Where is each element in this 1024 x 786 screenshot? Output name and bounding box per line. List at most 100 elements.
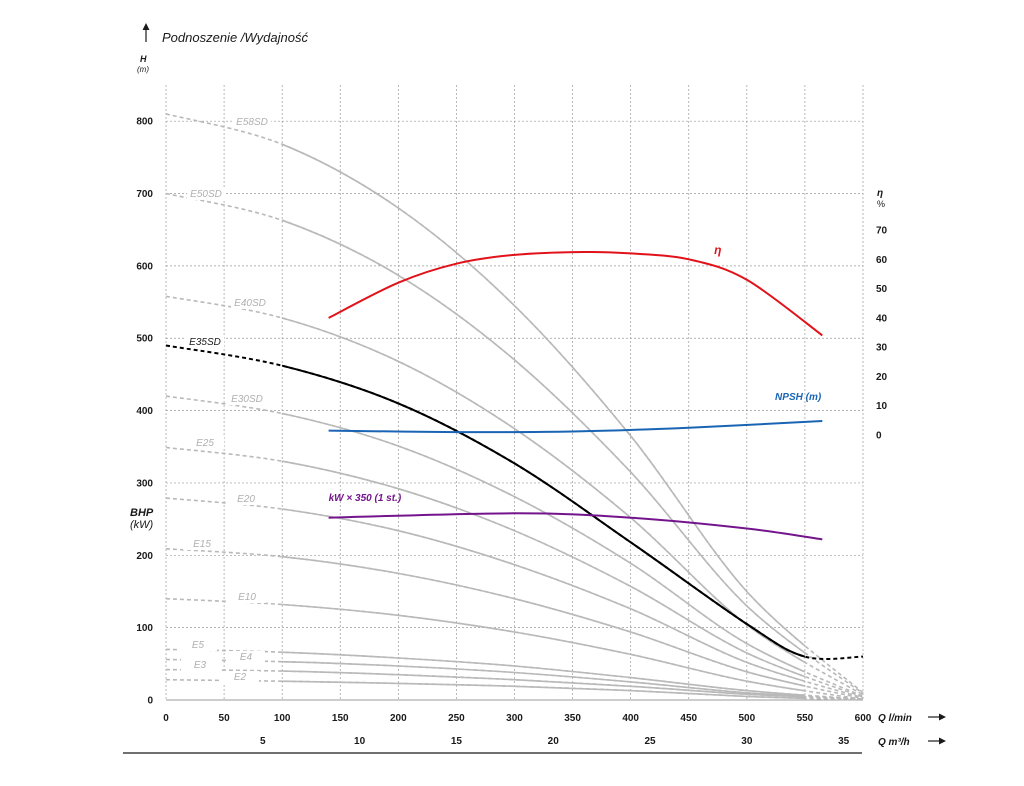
bhp-axis-label: BHP: [130, 507, 154, 519]
y2-tick-label: 70: [876, 226, 888, 237]
y-tick-label: 100: [136, 623, 153, 634]
pump-label-bg: [183, 538, 221, 550]
pump-curve-e3: [282, 670, 805, 698]
x-tick-label: 250: [448, 713, 465, 724]
pump-curve-e10: [282, 603, 805, 692]
pump-label-e25: E25: [196, 438, 214, 449]
x2-tick-label: 10: [354, 736, 366, 747]
pump-curve-e4: [282, 660, 805, 698]
pump-curve-e40sd-dashed: [165, 295, 864, 696]
pump-label-bg: [221, 671, 259, 683]
pump-label-bg: [228, 591, 266, 603]
y-tick-label: 400: [136, 406, 153, 417]
y-tick-label: 600: [136, 261, 153, 272]
y-axis-ticks: 0 100 200 300 400 500 600 700 800: [136, 117, 153, 707]
pump-label-e58sd: E58SD: [236, 117, 268, 128]
x-tick-label: 500: [738, 713, 755, 724]
pump-curve-e25: [282, 460, 805, 678]
pump-label-e15: E15: [193, 539, 211, 550]
x-tick-label: 450: [680, 713, 697, 724]
x2-tick-label: 25: [644, 736, 656, 747]
x-tick-label: 600: [855, 713, 872, 724]
pump-curve-e15: [282, 555, 805, 687]
pump-curve-e35sd: [282, 364, 805, 658]
x-axis-ticks: 0 50 100 150 200 250 300 350 400 450 500 550 600: [163, 713, 872, 724]
x-tick-label: 550: [797, 713, 814, 724]
pump-label-bg: [227, 651, 265, 663]
pump-label-e20: E20: [237, 494, 255, 505]
pump-label-bg: [231, 297, 269, 309]
pump-label-bg: [227, 493, 265, 505]
q-lmin-axis-label: Q l/min: [878, 713, 912, 724]
x-tick-label: 0: [163, 713, 169, 724]
pump-curve-e50sd: [282, 219, 805, 654]
power-curve: [328, 512, 823, 541]
eta-axis-label: η: [877, 188, 883, 199]
pump-curve-e40sd: [282, 317, 805, 664]
x2-tick-label: 35: [838, 736, 850, 747]
pump-label-bg: [228, 393, 266, 405]
x-tick-label: 100: [274, 713, 291, 724]
npsh-curve: [328, 420, 823, 434]
chart-grid: [165, 85, 864, 701]
y2-tick-label: 60: [876, 255, 888, 266]
pump-curve-e58sd: [282, 143, 805, 647]
pump-label-e35sd: E35SD: [189, 337, 221, 348]
pump-label-bg: [179, 639, 217, 651]
y2-tick-label: 10: [876, 401, 888, 412]
y2-tick-label: 40: [876, 313, 888, 324]
bhp-axis-unit: (kW): [130, 519, 154, 531]
pump-curve-e25-dashed: [165, 446, 864, 698]
x-tick-label: 300: [506, 713, 523, 724]
pump-curves: E58SD E50SD E40SD E35SD E30SD E25 E20 E15 E10 E5 E…: [165, 113, 864, 701]
pump-label-bg: [233, 116, 271, 128]
x2-tick-label: 30: [741, 736, 753, 747]
pump-curve-e30sd: [282, 412, 805, 673]
pump-curve-e20: [282, 508, 805, 683]
y-tick-label: 0: [147, 696, 153, 707]
efficiency-curve: [328, 250, 823, 337]
pump-label-e10: E10: [238, 592, 256, 603]
x2-tick-label: 5: [260, 736, 266, 747]
pump-label-e5: E5: [192, 640, 205, 651]
x2-axis-ticks: 5 10 15 20 25 30 35: [260, 736, 850, 747]
npsh-label: NPSH (m): [775, 392, 822, 403]
x-tick-label: 350: [564, 713, 581, 724]
pump-label-bg: [186, 336, 224, 348]
up-arrow-icon: [142, 23, 150, 42]
pump-label-e50sd: E50SD: [190, 189, 222, 200]
x2-tick-label: 15: [451, 736, 463, 747]
pump-label-e4: E4: [240, 652, 253, 663]
h-axis-unit: (m): [137, 65, 149, 74]
x-tick-label: 200: [390, 713, 407, 724]
y-tick-label: 700: [136, 189, 153, 200]
h-axis-label: H: [140, 54, 147, 64]
right-arrow-icon: [928, 737, 946, 745]
pump-curve-e5: [282, 651, 805, 697]
pump-label-bg: [181, 659, 219, 671]
y-tick-label: 500: [136, 334, 153, 345]
x-tick-label: 50: [219, 713, 231, 724]
x2-tick-label: 20: [548, 736, 560, 747]
efficiency-label: η: [714, 243, 721, 257]
pump-curve-e15-dashed: [165, 548, 864, 700]
y2-tick-label: 20: [876, 372, 888, 383]
overlay-curves: η NPSH (m) kW × 350 (1 st.): [328, 243, 823, 541]
pump-label-bg: [186, 437, 224, 449]
right-arrow-icon: [928, 713, 946, 721]
y-tick-label: 300: [136, 478, 153, 489]
pump-label-e40sd: E40SD: [234, 298, 266, 309]
x-tick-label: 150: [332, 713, 349, 724]
pump-curve-e2: [282, 680, 805, 700]
q-m3h-axis-label: Q m³/h: [878, 737, 910, 748]
pump-label-e30sd: E30SD: [231, 394, 263, 405]
y2-tick-label: 30: [876, 343, 888, 354]
y2-axis-ticks: 0 10 20 30 40 50 60 70: [876, 226, 888, 442]
eta-axis-unit: %: [877, 199, 885, 209]
y2-tick-label: 0: [876, 431, 882, 442]
power-label: kW × 350 (1 st.): [329, 493, 402, 504]
pump-label-e3: E3: [194, 660, 207, 671]
y-tick-label: 200: [136, 551, 153, 562]
y-tick-label: 800: [136, 117, 153, 128]
